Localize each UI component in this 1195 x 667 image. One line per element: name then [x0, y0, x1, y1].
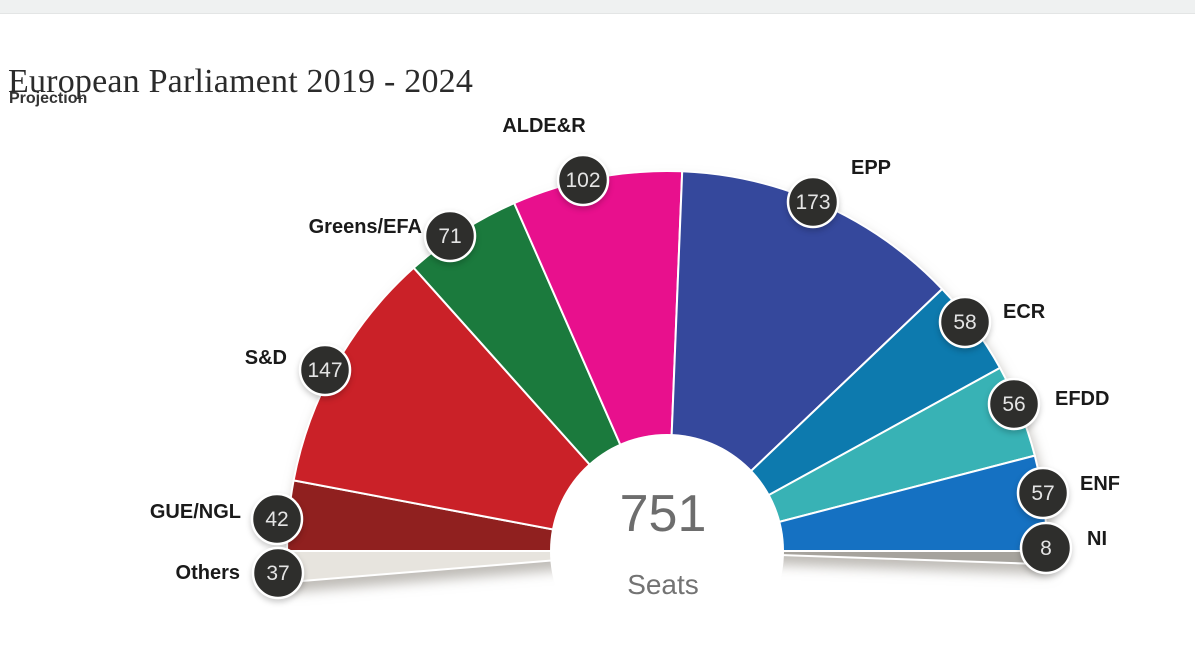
group-label-greens-efa: Greens/EFA: [309, 216, 422, 238]
seat-badge-ecr: [938, 295, 992, 349]
seat-count-epp: 173: [795, 191, 830, 214]
seat-count-efdd: 56: [1002, 393, 1025, 416]
group-label-efdd: EFDD: [1055, 388, 1109, 410]
seat-count-s-d: 147: [307, 359, 342, 382]
group-label-enf: ENF: [1080, 473, 1120, 495]
seat-badge-gue-ngl: [250, 492, 304, 546]
group-label-ecr: ECR: [1003, 301, 1046, 323]
total-seats-caption: Seats: [627, 569, 699, 600]
seat-badge-ni: [1019, 521, 1073, 575]
seat-badge-epp: [786, 175, 840, 229]
seat-count-enf: 57: [1031, 482, 1054, 505]
badge-layer: 37 42 147 71 102 173 58 56 57 8: [250, 153, 1073, 600]
group-label-alde-r: ALDE&R: [502, 115, 586, 137]
seat-badge-enf: [1016, 466, 1070, 520]
page-title: European Parliament 2019 - 2024: [8, 62, 474, 100]
seat-count-alde-r: 102: [565, 169, 600, 192]
total-seats-value: 751: [620, 485, 707, 543]
seat-badge-efdd: [987, 377, 1041, 431]
seat-badge-others: [251, 546, 305, 600]
seat-badge-alde-r: [556, 153, 610, 207]
seat-badge-greens-efa: [423, 209, 477, 263]
top-strip: [0, 0, 1195, 14]
seat-count-greens-efa: 71: [438, 225, 461, 248]
group-label-others: Others: [176, 562, 240, 584]
seat-badge-s-d: [298, 343, 352, 397]
group-label-ni: NI: [1087, 528, 1107, 550]
center-hole: [550, 434, 784, 667]
group-label-gue-ngl: GUE/NGL: [150, 501, 241, 523]
seat-count-others: 37: [266, 562, 289, 585]
group-label-epp: EPP: [851, 157, 891, 179]
seat-count-ni: 8: [1040, 537, 1052, 560]
label-layer: Others GUE/NGL S&D Greens/EFA ALDE&R EPP ECR EF…: [150, 115, 1120, 584]
page-subtitle: Projection: [9, 90, 88, 107]
seat-count-ecr: 58: [953, 311, 976, 334]
seat-count-gue-ngl: 42: [265, 508, 288, 531]
group-label-s-d: S&D: [245, 347, 287, 369]
